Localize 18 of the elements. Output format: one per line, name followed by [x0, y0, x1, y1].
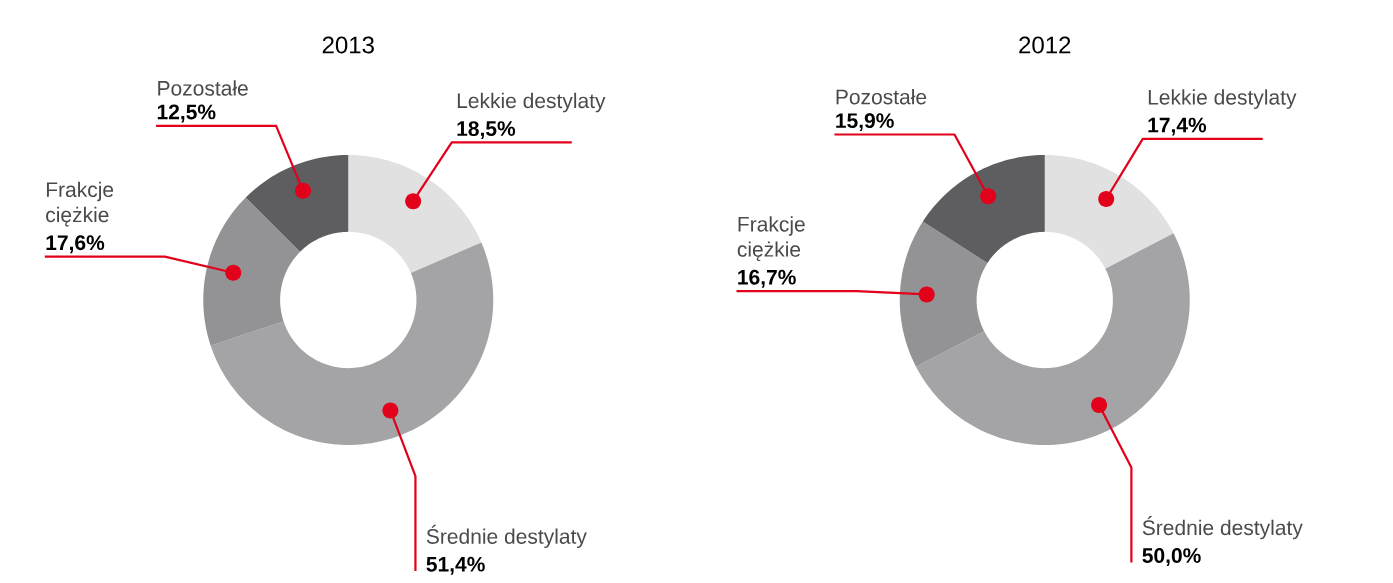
chart-title: 2012: [1019, 36, 1071, 54]
data-label: 16,7%: [738, 269, 796, 288]
data-label: 17,4%: [1148, 117, 1207, 136]
chart-title: 2013: [322, 36, 374, 54]
data-label: 18,5%: [457, 121, 516, 140]
data-label: 15,9%: [836, 113, 894, 132]
data-label: 50,0%: [1142, 548, 1201, 567]
slice-label: Średnie destylaty: [426, 524, 587, 549]
slice-label: Pozostałe: [158, 80, 248, 96]
slice-label: Pozostałe: [836, 88, 927, 105]
data-label: 17,6%: [46, 235, 105, 254]
slice-label: Frakcje ciężkie: [46, 181, 114, 227]
slice-label: Lekkie destylaty: [457, 92, 606, 113]
slice-label: Frakcje ciężkie: [737, 216, 805, 261]
data-label: 12,5%: [157, 104, 216, 123]
data-label: 51,4%: [426, 556, 485, 575]
slice-label: Lekkie destylaty: [1148, 89, 1297, 109]
slice-label: Średnie destylaty: [1142, 516, 1303, 540]
